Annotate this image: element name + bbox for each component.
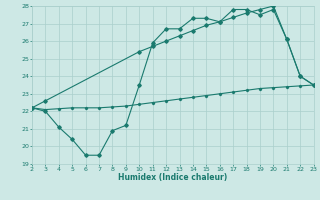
X-axis label: Humidex (Indice chaleur): Humidex (Indice chaleur) xyxy=(118,173,228,182)
